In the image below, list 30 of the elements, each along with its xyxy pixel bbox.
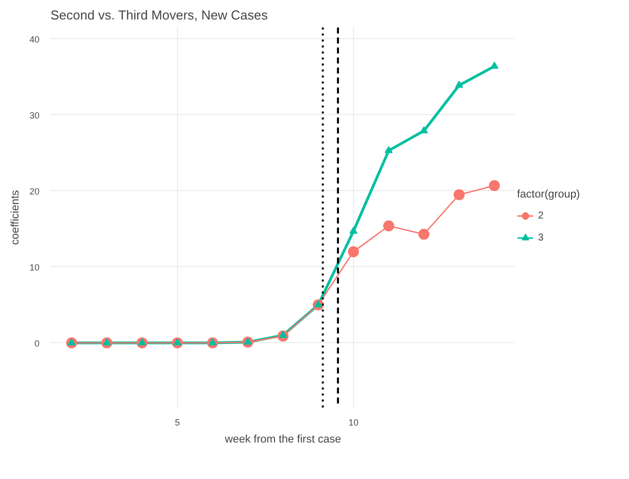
point bbox=[68, 338, 76, 346]
y-tick-label: 30 bbox=[29, 110, 40, 120]
x-tick-label: 5 bbox=[174, 418, 180, 428]
point bbox=[138, 338, 146, 346]
y-tick-label: 10 bbox=[29, 262, 40, 272]
point bbox=[420, 126, 428, 134]
point bbox=[488, 180, 500, 192]
point bbox=[384, 146, 393, 154]
point bbox=[490, 62, 498, 69]
point bbox=[244, 338, 252, 345]
point bbox=[348, 246, 359, 258]
legend-label: 3 bbox=[538, 232, 545, 243]
point bbox=[208, 338, 217, 346]
legend-title: factor(group) bbox=[517, 188, 580, 200]
point bbox=[455, 80, 464, 88]
y-tick-label: 20 bbox=[29, 186, 40, 196]
x-axis-title: week from the first case bbox=[224, 434, 342, 446]
point bbox=[102, 338, 111, 346]
point bbox=[383, 220, 394, 232]
chart-title: Second vs. Third Movers, New Cases bbox=[50, 8, 268, 22]
point bbox=[173, 338, 182, 346]
y-tick-label: 0 bbox=[34, 338, 40, 348]
y-axis-title: coefficients bbox=[9, 190, 22, 245]
point bbox=[279, 330, 287, 338]
point bbox=[418, 228, 430, 240]
point bbox=[454, 189, 465, 200]
y-tick-label: 40 bbox=[29, 34, 40, 44]
legend-label: 2 bbox=[538, 210, 545, 221]
point bbox=[349, 226, 358, 234]
point bbox=[314, 300, 322, 308]
